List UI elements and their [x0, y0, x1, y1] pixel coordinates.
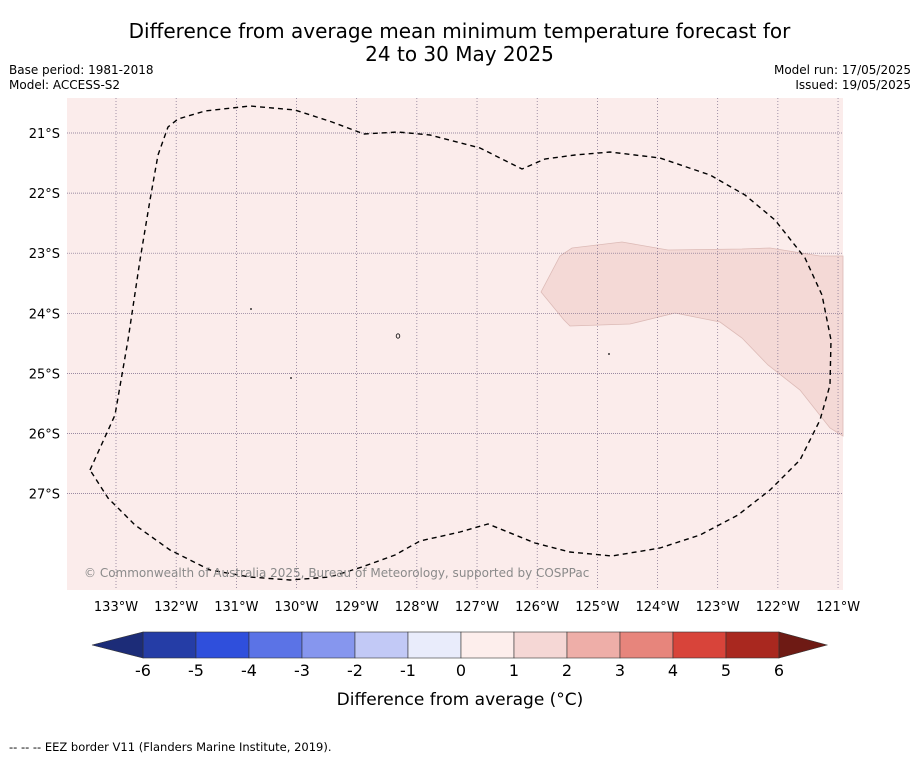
- longitude-label: 131°W: [214, 600, 258, 615]
- colorbar-tick-label: -1: [400, 661, 416, 680]
- latitude-label: 23°S: [29, 247, 60, 262]
- island-marker: [395, 333, 401, 339]
- colorbar-tick-label: 6: [774, 661, 784, 680]
- longitude-gridlines: [115, 98, 839, 590]
- colorbar-tick-label: 2: [562, 661, 572, 680]
- map-background: [67, 98, 843, 590]
- colorbar-high-extend: [778, 631, 829, 659]
- eez-border: [89, 105, 832, 581]
- longitude-label: 132°W: [154, 600, 198, 615]
- base-period-label: Base period: 1981-2018: [9, 63, 154, 77]
- latitude-label: 26°S: [29, 428, 60, 443]
- colorbar-segment: [248, 631, 303, 659]
- colorbar-tick-label: 4: [668, 661, 678, 680]
- colorbar-segment: [619, 631, 674, 659]
- colorbar-tick-label: -4: [241, 661, 257, 680]
- longitude-label: 122°W: [756, 600, 800, 615]
- island-marker: [250, 308, 252, 310]
- colorbar-tick-label: -2: [347, 661, 363, 680]
- colorbar-segment: [407, 631, 462, 659]
- island-marker: [290, 377, 292, 379]
- map-title-line2: 24 to 30 May 2025: [365, 42, 554, 66]
- colorbar-segment: [672, 631, 727, 659]
- colorbar-tick-label: 5: [721, 661, 731, 680]
- colorbar-segment: [354, 631, 409, 659]
- latitude-label: 27°S: [29, 488, 60, 503]
- longitude-label: 124°W: [635, 600, 679, 615]
- longitude-label: 129°W: [335, 600, 379, 615]
- latitude-gridlines: [67, 132, 843, 494]
- latitude-label: 22°S: [29, 187, 60, 202]
- longitude-label: 125°W: [575, 600, 619, 615]
- latitude-label: 21°S: [29, 127, 60, 142]
- colorbar-segment: [142, 631, 197, 659]
- latitude-label: 24°S: [29, 307, 60, 322]
- colorbar-low-extend: [91, 631, 144, 659]
- colorbar: -6 -5 -4 -3 -2 -1 0 1 2 3 4 5 6: [91, 631, 829, 680]
- island-marker: [608, 353, 610, 355]
- colorbar-segment: [460, 631, 515, 659]
- model-run-label: Model run: 17/05/2025: [773, 63, 911, 77]
- longitude-label: 121°W: [816, 600, 860, 615]
- copyright-notice: © Commonwealth of Australia 2025, Bureau…: [84, 566, 589, 580]
- longitude-label: 123°W: [696, 600, 740, 615]
- longitude-label: 128°W: [395, 600, 439, 615]
- colorbar-tick-label: -5: [188, 661, 204, 680]
- latitude-label: 25°S: [29, 367, 60, 382]
- colorbar-tick-label: 1: [509, 661, 519, 680]
- latitude-labels: 21°S 22°S 23°S 24°S 25°S 26°S 27°S: [29, 127, 60, 503]
- colorbar-segment: [513, 631, 568, 659]
- issued-label: Issued: 19/05/2025: [795, 78, 911, 92]
- forecast-map: © Commonwealth of Australia 2025, Bureau…: [29, 98, 860, 710]
- colorbar-tick-label: 3: [615, 661, 625, 680]
- longitude-labels: 133°W 132°W 131°W 130°W 129°W 128°W 127°W 126°W…: [94, 600, 860, 615]
- colorbar-tick-label: -3: [294, 661, 310, 680]
- longitude-label: 126°W: [515, 600, 559, 615]
- colorbar-tick-label: -6: [135, 661, 151, 680]
- longitude-label: 130°W: [274, 600, 318, 615]
- map-title-line1: Difference from average mean minimum tem…: [128, 19, 791, 43]
- longitude-label: 133°W: [94, 600, 138, 615]
- colorbar-tick-label: 0: [456, 661, 466, 680]
- anomaly-patch: [540, 241, 844, 437]
- colorbar-segment: [301, 631, 356, 659]
- eez-legend: -- -- -- EEZ border V11 (Flanders Marine…: [9, 740, 332, 754]
- colorbar-segment: [195, 631, 250, 659]
- longitude-label: 127°W: [455, 600, 499, 615]
- colorbar-label: Difference from average (°C): [337, 690, 584, 710]
- colorbar-segment: [725, 631, 780, 659]
- model-label: Model: ACCESS-S2: [9, 78, 121, 92]
- colorbar-segment: [566, 631, 621, 659]
